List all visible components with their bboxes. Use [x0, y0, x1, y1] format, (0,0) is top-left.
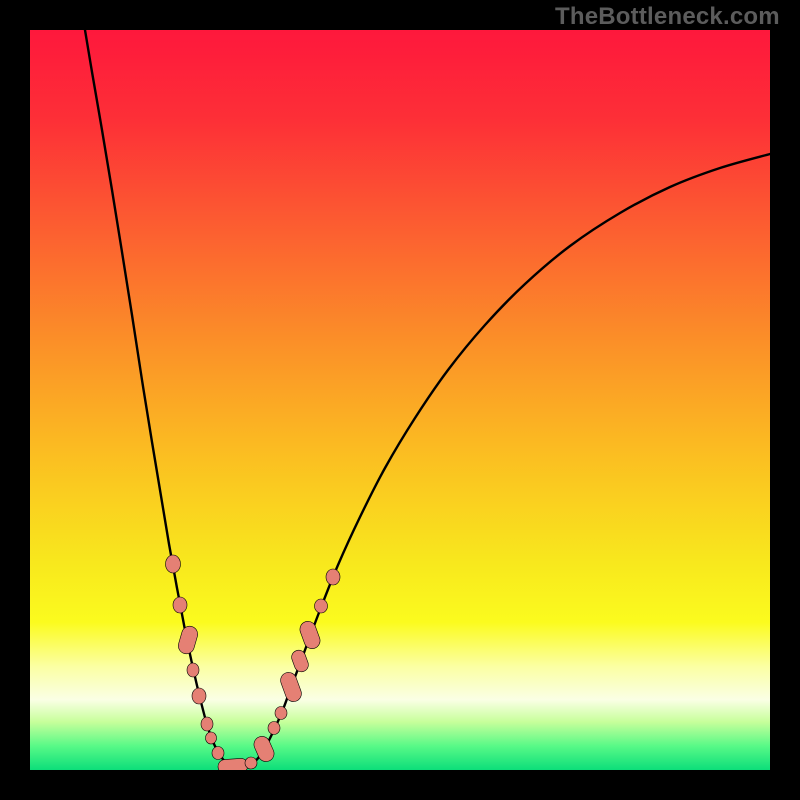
data-marker [206, 732, 217, 744]
data-marker [326, 569, 340, 585]
data-marker [275, 707, 287, 720]
data-marker [187, 663, 199, 677]
data-marker [201, 717, 213, 731]
data-marker [173, 597, 187, 613]
bottleneck-curve-chart [30, 30, 770, 770]
data-marker [315, 599, 328, 613]
data-marker [192, 688, 206, 704]
gradient-background [30, 30, 770, 770]
chart-outer-frame: TheBottleneck.com [0, 0, 800, 800]
data-marker [268, 722, 280, 735]
data-marker [212, 747, 224, 760]
watermark-text: TheBottleneck.com [555, 3, 780, 31]
data-marker [166, 555, 181, 573]
data-marker [245, 757, 257, 769]
